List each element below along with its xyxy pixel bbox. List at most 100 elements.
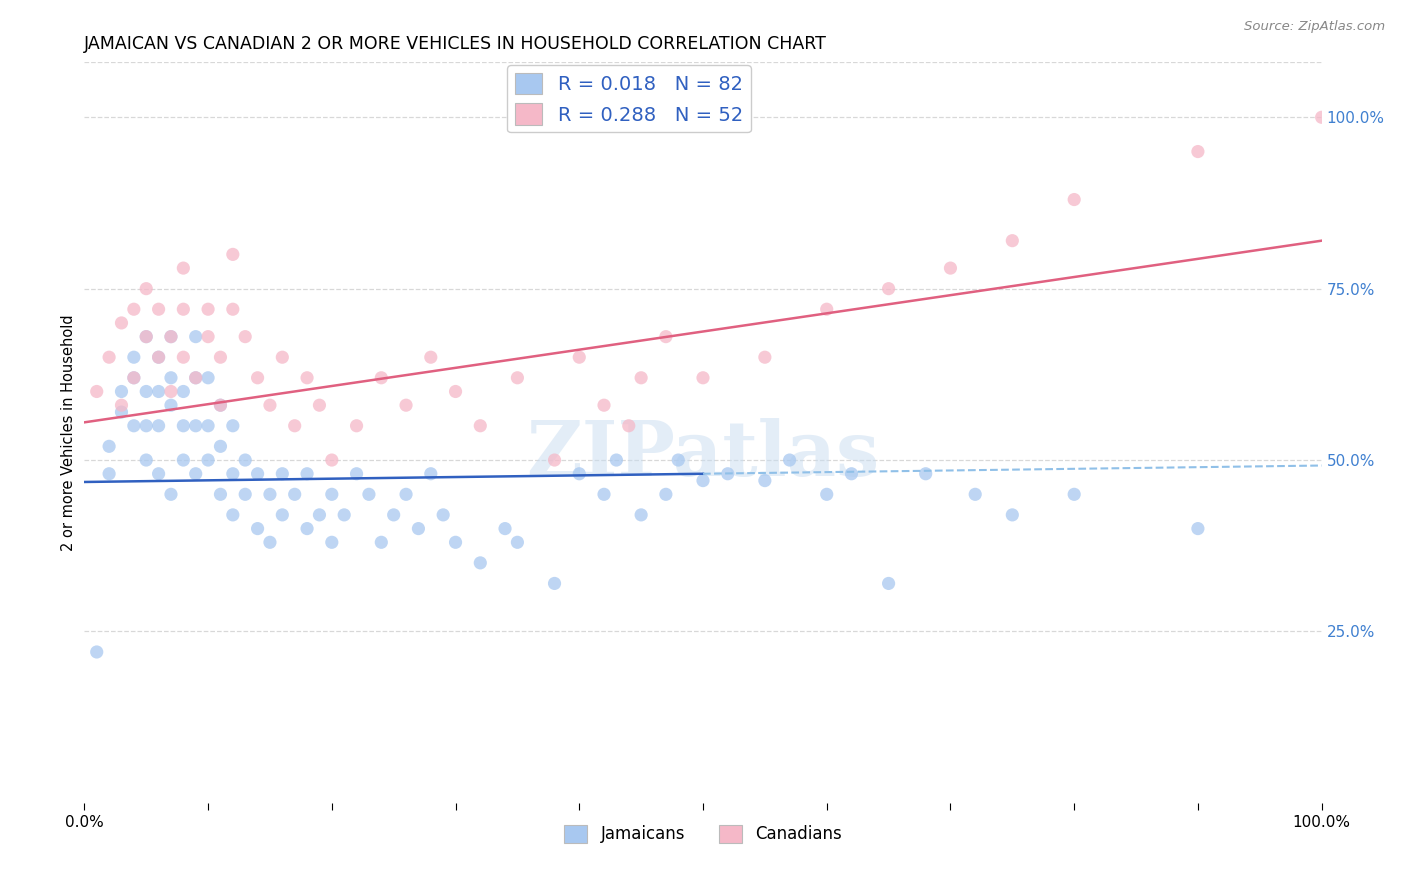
Point [284, 487, 307, 501]
Point [444, 535, 467, 549]
Point [295, 467, 318, 481]
Point [965, 487, 987, 501]
Point [259, 487, 281, 501]
Point [470, 556, 492, 570]
Point [135, 453, 157, 467]
Point [346, 467, 368, 481]
Point [148, 467, 170, 481]
Text: ZIPatlas: ZIPatlas [526, 417, 880, 491]
Point [110, 384, 132, 399]
Point [209, 398, 232, 412]
Legend: Jamaicans, Canadians: Jamaicans, Canadians [557, 818, 849, 850]
Point [630, 508, 652, 522]
Y-axis label: 2 or more Vehicles in Household: 2 or more Vehicles in Household [60, 314, 76, 551]
Point [160, 329, 183, 343]
Point [222, 467, 245, 481]
Point [135, 418, 157, 433]
Point [98, 467, 121, 481]
Point [184, 418, 207, 433]
Point [246, 522, 269, 536]
Point [209, 487, 232, 501]
Point [222, 302, 245, 317]
Point [110, 398, 132, 412]
Point [419, 350, 441, 364]
Point [197, 418, 219, 433]
Point [370, 371, 392, 385]
Point [914, 467, 936, 481]
Point [148, 384, 170, 399]
Point [184, 371, 207, 385]
Point [717, 467, 740, 481]
Point [110, 316, 132, 330]
Point [209, 439, 232, 453]
Point [222, 508, 245, 522]
Point [122, 418, 145, 433]
Point [333, 508, 356, 522]
Point [346, 418, 368, 433]
Point [209, 350, 232, 364]
Point [122, 350, 145, 364]
Point [148, 418, 170, 433]
Point [1001, 508, 1024, 522]
Point [86, 645, 108, 659]
Point [419, 467, 441, 481]
Point [148, 350, 170, 364]
Point [122, 371, 145, 385]
Point [122, 302, 145, 317]
Point [605, 453, 627, 467]
Point [172, 418, 194, 433]
Point [1310, 110, 1333, 124]
Point [233, 329, 256, 343]
Point [271, 508, 294, 522]
Point [135, 329, 157, 343]
Point [98, 350, 121, 364]
Point [308, 398, 330, 412]
Point [395, 398, 418, 412]
Point [630, 371, 652, 385]
Point [506, 535, 529, 549]
Point [160, 384, 183, 399]
Point [135, 282, 157, 296]
Point [568, 467, 591, 481]
Point [370, 535, 392, 549]
Point [1063, 487, 1085, 501]
Point [593, 398, 616, 412]
Point [233, 453, 256, 467]
Point [271, 350, 294, 364]
Point [357, 487, 380, 501]
Point [617, 418, 640, 433]
Point [408, 522, 430, 536]
Point [1187, 522, 1209, 536]
Point [259, 398, 281, 412]
Point [382, 508, 405, 522]
Point [655, 329, 678, 343]
Point [506, 371, 529, 385]
Point [148, 350, 170, 364]
Point [184, 329, 207, 343]
Point [321, 487, 343, 501]
Point [222, 418, 245, 433]
Point [172, 384, 194, 399]
Text: Source: ZipAtlas.com: Source: ZipAtlas.com [1244, 20, 1385, 33]
Point [135, 329, 157, 343]
Point [197, 329, 219, 343]
Point [172, 350, 194, 364]
Point [148, 302, 170, 317]
Point [666, 453, 689, 467]
Point [1001, 234, 1024, 248]
Point [135, 384, 157, 399]
Point [939, 261, 962, 276]
Point [86, 384, 108, 399]
Point [160, 398, 183, 412]
Point [284, 418, 307, 433]
Point [271, 467, 294, 481]
Point [110, 405, 132, 419]
Point [295, 522, 318, 536]
Point [1063, 193, 1085, 207]
Point [233, 487, 256, 501]
Point [593, 487, 616, 501]
Point [197, 453, 219, 467]
Point [160, 487, 183, 501]
Point [815, 487, 838, 501]
Point [655, 487, 678, 501]
